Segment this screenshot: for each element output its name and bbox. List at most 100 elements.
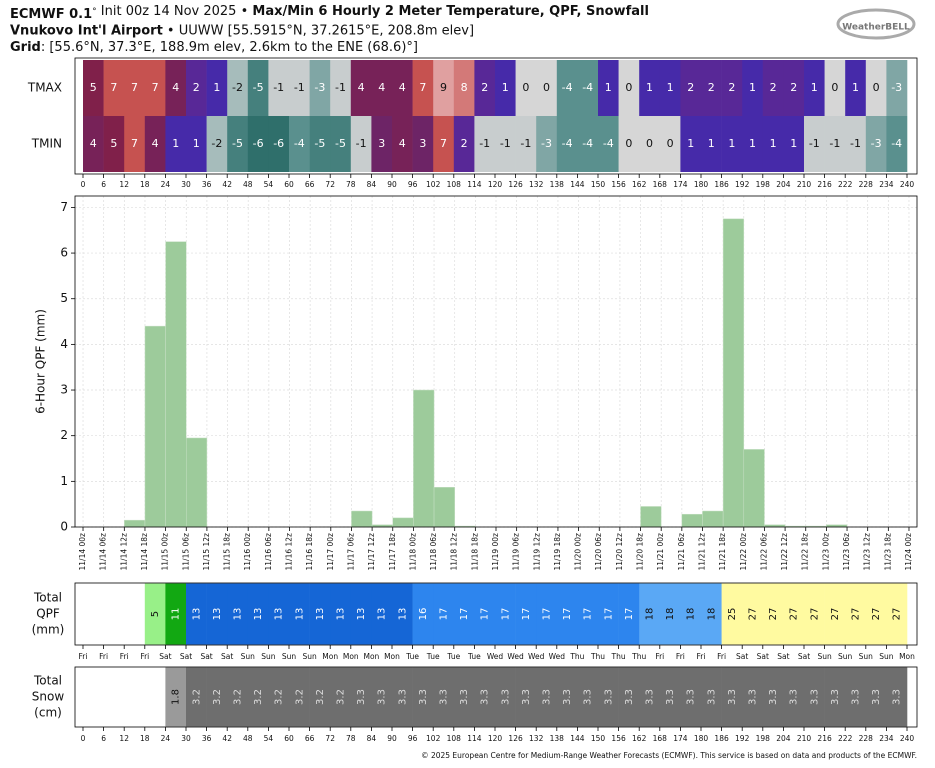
- x-tick-label: 60: [284, 180, 294, 189]
- heat-cell: [247, 60, 269, 116]
- cell-label: -1: [809, 137, 820, 150]
- cell-label: 1: [852, 81, 859, 94]
- cell-label: 1: [687, 137, 694, 150]
- x-tick-label: 96: [408, 180, 418, 189]
- x-tick-label: 11/18 12z: [450, 533, 459, 571]
- x-tick-label: 11/21 00z: [656, 533, 665, 571]
- heat-cell: [845, 116, 867, 172]
- x-tick-label: Wed: [487, 652, 504, 661]
- heat-cell: [577, 116, 599, 172]
- x-tick-label: 11/20 18z: [636, 533, 645, 571]
- x-tick-label: 11/18 00z: [408, 533, 417, 571]
- logo-swirl: [836, 8, 916, 40]
- x-tick-label: Sat: [159, 652, 171, 661]
- heat-cell: [227, 60, 249, 116]
- cell-label: 3.3: [851, 689, 862, 705]
- heat-cell: [186, 116, 207, 172]
- cell-label: 5: [110, 137, 117, 150]
- cell-label: -4: [582, 137, 593, 150]
- x-tick-label: 11/23 12z: [863, 533, 872, 571]
- strip-cell: [556, 583, 578, 645]
- x-tick-label: 120: [488, 180, 503, 189]
- x-tick-label: Sun: [859, 652, 874, 661]
- cell-label: -3: [891, 81, 902, 94]
- heat-cell: [83, 116, 104, 172]
- x-tick-label: Sun: [838, 652, 853, 661]
- x-tick-label: 11/22 12z: [780, 533, 789, 571]
- strip-cell: [598, 667, 619, 727]
- cell-label: -1: [850, 137, 861, 150]
- cell-label: 3.2: [253, 689, 264, 705]
- heat-cell: [577, 60, 599, 116]
- heat-cell: [206, 116, 228, 172]
- strip-cell: [577, 667, 599, 727]
- cell-label: 27: [892, 608, 903, 621]
- cell-label: 3: [419, 137, 426, 150]
- heat-cell: [824, 60, 846, 116]
- strip-cell: [309, 667, 331, 727]
- x-tick-label: 102: [426, 180, 441, 189]
- cell-label: 1: [811, 81, 818, 94]
- x-tick-label: Mon: [384, 652, 400, 661]
- cell-label: 3.3: [645, 689, 656, 705]
- heat-cell: [762, 60, 784, 116]
- cell-label: -1: [273, 81, 284, 94]
- x-tick-label: 66: [305, 734, 315, 743]
- x-tick-label: 198: [756, 180, 771, 189]
- x-tick-label: 11/17 00z: [326, 533, 335, 571]
- cell-label: 0: [667, 137, 674, 150]
- strip-cell: [701, 583, 722, 645]
- cell-label: 13: [274, 608, 285, 621]
- x-tick-label: Sat: [180, 652, 192, 661]
- cell-label: 13: [294, 608, 305, 621]
- cell-label: 3.2: [294, 689, 305, 705]
- x-tick-label: Sun: [282, 652, 297, 661]
- heat-cell: [536, 116, 558, 172]
- strip-label: (mm): [32, 623, 65, 637]
- y-tick-label: 1: [60, 474, 68, 488]
- heat-cell: [886, 116, 908, 172]
- cell-label: 27: [851, 608, 862, 621]
- strip-cell: [824, 667, 846, 727]
- cell-label: 7: [440, 137, 447, 150]
- strip-cell: [515, 583, 537, 645]
- strip-label: QPF: [36, 607, 60, 621]
- cell-label: 3.3: [768, 689, 779, 705]
- x-tick-label: Mon: [363, 652, 379, 661]
- x-tick-label: 11/19 06z: [512, 533, 521, 571]
- x-tick-label: 11/22 18z: [801, 533, 810, 571]
- cell-label: 3.3: [686, 689, 697, 705]
- x-tick-label: 6: [101, 734, 106, 743]
- heat-cell: [350, 116, 372, 172]
- x-tick-label: Wed: [549, 652, 566, 661]
- x-tick-label: 120: [488, 734, 503, 743]
- heat-cell: [742, 60, 764, 116]
- cell-label: 13: [191, 608, 202, 621]
- cell-label: 4: [358, 81, 365, 94]
- strip-cell: [804, 583, 825, 645]
- heat-cell: [659, 116, 681, 172]
- cell-label: 2: [770, 81, 777, 94]
- x-tick-label: 144: [570, 180, 585, 189]
- cell-label: 13: [377, 608, 388, 621]
- heat-cell: [309, 116, 331, 172]
- heat-cell: [453, 116, 475, 172]
- cell-label: 1: [502, 81, 509, 94]
- x-tick-label: Mon: [899, 652, 915, 661]
- heat-cell: [886, 60, 908, 116]
- cell-label: 0: [543, 81, 550, 94]
- heat-cell: [865, 116, 887, 172]
- header-segment: Grid: [10, 40, 41, 55]
- strip-cell: [227, 667, 249, 727]
- x-tick-label: Sat: [798, 652, 810, 661]
- header-segment: ECMWF 0.1: [10, 7, 92, 22]
- heat-cell: [268, 116, 290, 172]
- heat-cell: [144, 116, 166, 172]
- x-tick-label: 144: [570, 734, 585, 743]
- cell-label: -4: [562, 81, 573, 94]
- bar: [722, 218, 745, 528]
- x-tick-label: Wed: [528, 652, 545, 661]
- cell-label: 3.2: [274, 689, 285, 705]
- x-tick-label: Mon: [343, 652, 359, 661]
- heat-cell: [453, 60, 475, 116]
